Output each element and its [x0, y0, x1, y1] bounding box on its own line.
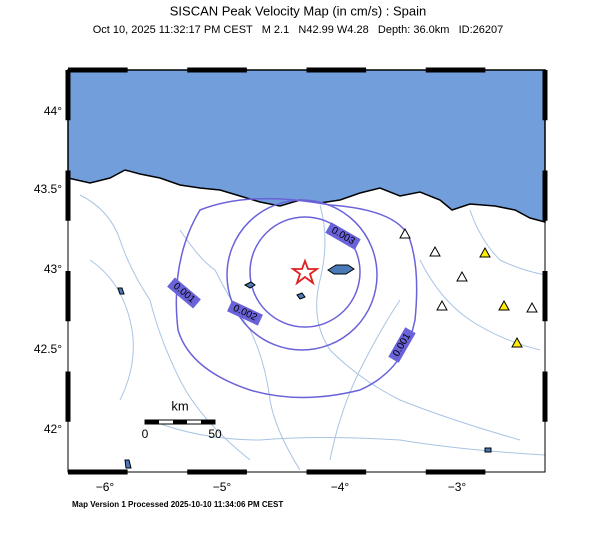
- station: [526, 301, 538, 313]
- lon-label: −4°: [331, 480, 350, 494]
- lat-label: 43°: [44, 262, 62, 276]
- station: [436, 299, 448, 311]
- station: [479, 246, 491, 258]
- map-area: km 0 50: [67, 69, 546, 473]
- lat-label: 42°: [44, 422, 62, 436]
- station: [429, 245, 441, 257]
- contour-label-box: [325, 222, 361, 250]
- station: [456, 270, 468, 282]
- contour-label-box: [227, 300, 263, 326]
- title: SISCAN Peak Velocity Map (in cm/s) : Spa…: [170, 3, 426, 18]
- scale-unit: km: [171, 398, 188, 413]
- scale-end: 50: [208, 427, 222, 441]
- contour: [249, 216, 361, 328]
- epicenter: [290, 258, 320, 286]
- station: [511, 336, 523, 348]
- lon-label: −5°: [213, 480, 232, 494]
- station: [399, 227, 411, 239]
- contour-label-box: [388, 327, 416, 363]
- contour: [175, 197, 418, 399]
- contour: [226, 199, 378, 351]
- lat-label: 44°: [44, 104, 62, 118]
- lakes: [117, 264, 492, 469]
- lat-label: 43.5°: [34, 182, 62, 196]
- scale-start: 0: [142, 427, 149, 441]
- station: [498, 299, 510, 311]
- scale-bar: km 0 50: [142, 398, 222, 441]
- rivers: [79, 194, 546, 471]
- footer: Map Version 1 Processed 2025-10-10 11:34…: [72, 500, 283, 509]
- lon-label: −3°: [448, 480, 467, 494]
- lat-label: 42.5°: [34, 342, 62, 356]
- subtitle: Oct 10, 2025 11:32:17 PM CEST M 2.1 N42.…: [93, 24, 503, 36]
- stations: [399, 227, 538, 348]
- lon-label: −6°: [96, 480, 115, 494]
- contour-label-box: [167, 277, 201, 309]
